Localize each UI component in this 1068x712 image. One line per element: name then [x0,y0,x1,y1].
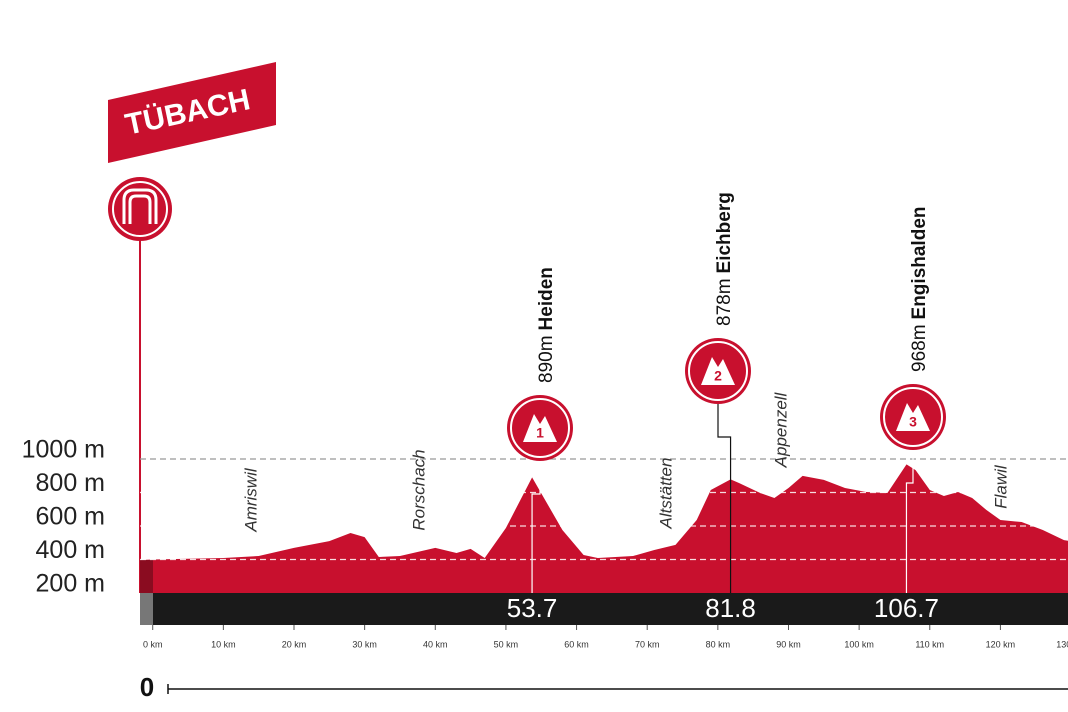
climb-elevation: 890m [536,335,557,383]
climb-marker-ring [688,341,748,401]
climb-km: 81.8 [705,593,756,623]
x-tick-label: 120 km [986,639,1016,649]
x-tick-label: 20 km [282,639,307,649]
x-tick-label: 0 km [143,639,163,649]
neutral-bar [140,593,153,625]
neutral-area [140,560,153,593]
x-tick-label: 130 km [1056,639,1068,649]
x-tick-label: 50 km [494,639,519,649]
town-label: Altstätten [656,458,675,530]
x-tick-label: 80 km [706,639,731,649]
x-tick-label: 70 km [635,639,660,649]
town-label: Appenzell [771,391,790,468]
town-label: Flawil [991,464,1010,509]
climb-marker-ring [510,398,570,458]
climb-line [531,461,541,593]
climb-name: Engishalden [909,207,930,320]
town-label: Rorschach [409,449,428,530]
climb-icon [896,403,930,431]
y-tick-label: 200 m [36,570,105,598]
climb-km: 106.7 [874,593,939,623]
x-tick-label: 60 km [564,639,589,649]
climb-line [717,404,732,593]
climb-elevation: 968m [909,324,930,372]
town-label: Amriswil [241,467,260,532]
elevation-area [140,464,1068,593]
scale-start: 0 [140,672,154,702]
x-tick-label: 90 km [776,639,801,649]
x-tick-label: 30 km [352,639,377,649]
climb-elevation: 878m [714,278,735,326]
y-tick-label: 600 m [36,503,105,531]
y-tick-label: 800 m [36,469,105,497]
x-tick-label: 40 km [423,639,448,649]
x-tick-label: 10 km [211,639,236,649]
start-icon-ring [112,181,168,237]
climb-label: 968m Engishalden [909,207,930,373]
start-icon [108,177,172,241]
climb-label: 890m Heiden [536,267,557,383]
distance-bar [153,593,1068,625]
climb-icon [523,414,557,442]
climb-number: 3 [909,414,917,430]
climb-number: 2 [714,368,722,384]
climb-number: 1 [536,425,544,441]
start-banner [108,62,276,163]
x-tick-label: 100 km [844,639,874,649]
climb-name: Eichberg [714,192,735,273]
climb-marker-ring [883,387,943,447]
x-tick-label: 110 km [915,639,944,649]
climb-label: 878m Eichberg [714,192,735,326]
climb-icon [701,357,735,385]
y-tick-label: 1000 m [22,436,105,464]
climb-line [905,450,914,593]
climb-name: Heiden [536,267,557,330]
climb-km: 53.7 [507,593,558,623]
y-tick-label: 400 m [36,536,105,564]
start-arch [122,188,158,224]
